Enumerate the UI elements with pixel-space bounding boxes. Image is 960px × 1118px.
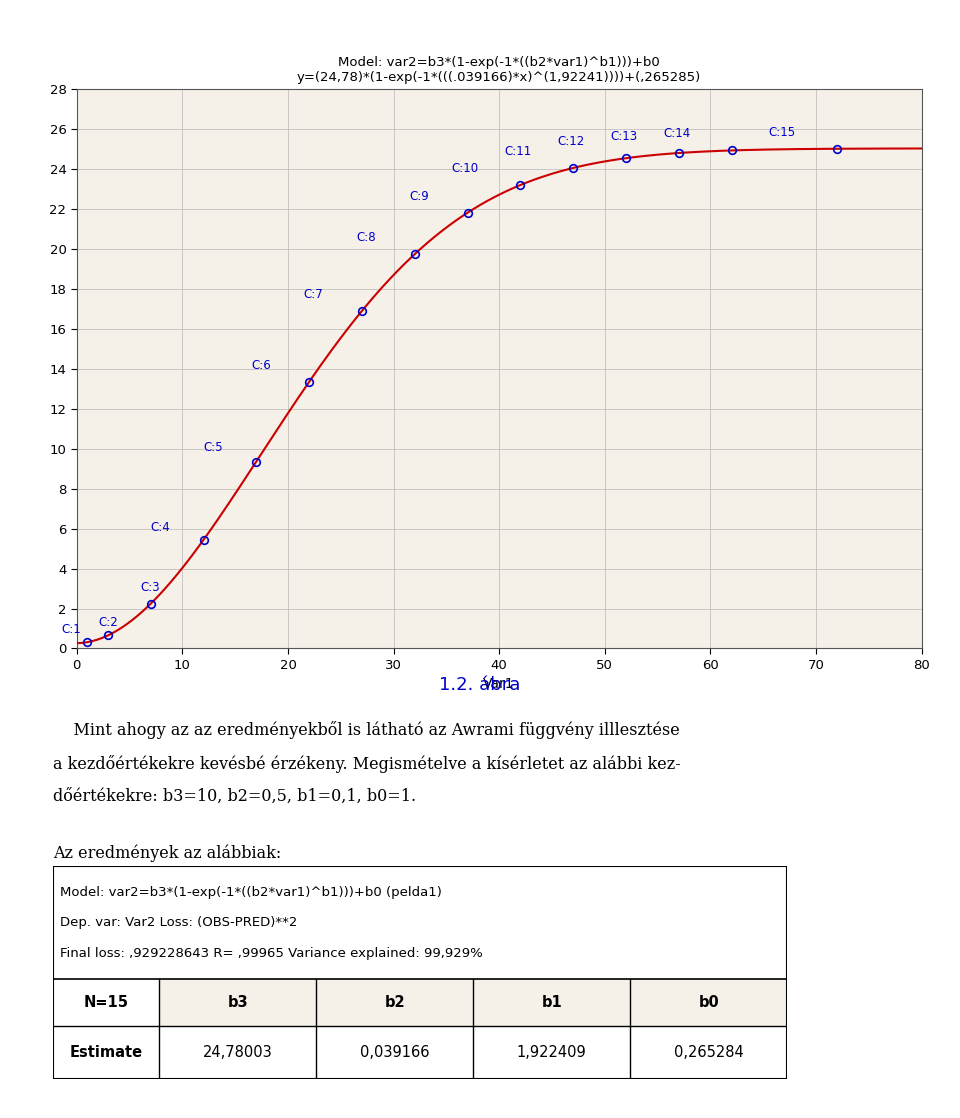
X-axis label: Var1: Var1 [484,678,515,691]
Text: Model: var2=b3*(1-exp(-1*((b2*var1)^b1)))+b0 (pelda1): Model: var2=b3*(1-exp(-1*((b2*var1)^b1))… [60,885,442,899]
Text: 0,265284: 0,265284 [674,1045,744,1060]
Text: C:14: C:14 [662,127,690,141]
Text: 0,039166: 0,039166 [360,1045,429,1060]
Text: C:15: C:15 [768,125,796,139]
Text: dőértékekre: b3=10, b2=0,5, b1=0,1, b0=1.: dőértékekre: b3=10, b2=0,5, b1=0,1, b0=1… [53,788,416,805]
Text: b3: b3 [228,995,248,1010]
Text: Az eredmények az alábbiak:: Az eredmények az alábbiak: [53,844,281,862]
Text: C:8: C:8 [357,231,376,244]
Text: C:11: C:11 [505,145,532,158]
Text: b1: b1 [541,995,563,1010]
Text: C:12: C:12 [557,135,585,149]
Text: Estimate: Estimate [69,1045,143,1060]
Text: Final loss: ,929228643 R= ,99965 Variance explained: 99,929%: Final loss: ,929228643 R= ,99965 Varianc… [60,947,483,959]
Text: b0: b0 [698,995,719,1010]
Text: 1,922409: 1,922409 [516,1045,587,1060]
Text: C:5: C:5 [204,440,223,454]
Text: C:3: C:3 [140,580,159,594]
Title: Model: var2=b3*(1-exp(-1*((b2*var1)^b1)))+b0
y=(24,78)*(1-exp(-1*(((.039166)*x)^: Model: var2=b3*(1-exp(-1*((b2*var1)^b1))… [297,56,702,84]
Text: 24,78003: 24,78003 [203,1045,273,1060]
Text: C:2: C:2 [98,616,118,629]
Bar [159,979,787,1026]
Text: b2: b2 [384,995,405,1010]
Text: C:10: C:10 [451,162,479,176]
Text: C:13: C:13 [611,130,637,143]
Text: a kezdőértékekre kevésbé érzékeny. Megismételve a kísérletet az alábbi kez-: a kezdőértékekre kevésbé érzékeny. Megis… [53,755,681,773]
Text: Mint ahogy az az eredményekből is látható az Awrami függvény illlesztése: Mint ahogy az az eredményekből is láthat… [53,721,680,739]
Text: 1.2. ábra: 1.2. ábra [440,676,520,694]
Text: C:7: C:7 [303,288,324,301]
Text: C:9: C:9 [410,190,429,202]
Text: C:6: C:6 [252,359,271,372]
Text: C:1: C:1 [60,623,81,636]
Text: C:4: C:4 [151,521,171,534]
Text: Dep. var: Var2 Loss: (OBS-PRED)**2: Dep. var: Var2 Loss: (OBS-PRED)**2 [60,917,298,929]
Text: N=15: N=15 [84,995,129,1010]
